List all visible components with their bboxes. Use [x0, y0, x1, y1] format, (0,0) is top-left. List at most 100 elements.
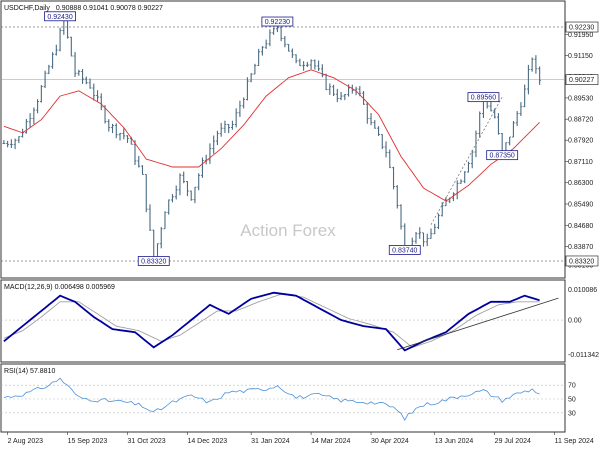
price-bar — [512, 121, 515, 138]
price-bar — [246, 77, 249, 101]
price-bar — [294, 54, 298, 64]
price-bar — [171, 194, 174, 203]
price-bar — [28, 113, 32, 128]
price-bar — [452, 192, 455, 202]
price-bar — [137, 155, 141, 168]
price-bar — [238, 100, 242, 117]
price-bar — [32, 107, 36, 125]
current-price-tag: 0.90227 — [565, 74, 599, 85]
price-bar — [43, 70, 47, 88]
price-bar — [373, 120, 377, 129]
price-tick-label: 0.86300 — [568, 180, 593, 187]
annotation-box — [44, 11, 76, 22]
price-bar — [9, 139, 13, 148]
price-bar — [182, 171, 186, 184]
x-tick-label: 31 Jan 2024 — [251, 438, 290, 445]
price-bar — [290, 48, 294, 59]
price-bar — [96, 90, 99, 102]
price-bar — [362, 90, 365, 105]
price-bar — [425, 233, 429, 247]
rsi-label: RSI(14) 57.8810 — [4, 368, 55, 375]
price-bar — [489, 101, 493, 112]
x-tick-label: 13 Jun 2024 — [435, 438, 474, 445]
price-bar — [313, 59, 317, 70]
price-bar — [399, 204, 403, 230]
price-bar — [133, 140, 137, 165]
price-bar — [54, 44, 58, 56]
bottom-price-tag-box — [565, 255, 599, 267]
price-tick-label: 0.85490 — [568, 201, 593, 208]
price-bar — [335, 88, 339, 103]
price-bar — [328, 83, 332, 95]
annotation-box — [486, 150, 519, 161]
price-bar — [253, 63, 257, 75]
price-bar — [219, 122, 223, 137]
price-bar — [242, 97, 246, 109]
price-bar — [380, 134, 384, 150]
macd-line — [3, 291, 540, 352]
price-bar — [186, 181, 189, 197]
price-bar — [392, 166, 395, 190]
macd-panel — [0, 279, 566, 363]
price-bar — [530, 57, 534, 72]
price-bar — [81, 69, 84, 84]
price-bar — [538, 66, 542, 85]
price-bar — [178, 173, 182, 196]
price-bar — [189, 190, 193, 201]
annotation-0.89560: 0.89560 — [467, 92, 500, 103]
price-bar — [249, 73, 253, 83]
bottom-price-tag-label: 0.83320 — [569, 258, 594, 265]
price-bar — [459, 179, 463, 184]
price-bar — [193, 186, 197, 204]
macd-signal-line — [3, 293, 540, 348]
x-tick-label: 30 Apr 2024 — [371, 438, 409, 445]
macd-tick-label: 0.00 — [568, 318, 582, 325]
price-bar — [234, 108, 238, 128]
price-bar — [141, 165, 144, 175]
price-bar — [437, 213, 440, 230]
price-bar — [84, 76, 88, 85]
price-bar — [395, 185, 399, 209]
annotation-label: 0.83320 — [141, 258, 166, 265]
price-bar — [88, 78, 92, 89]
price-tick-label: 0.89530 — [568, 95, 593, 102]
price-bar — [201, 157, 204, 178]
price-bar — [433, 223, 437, 235]
price-bar — [283, 36, 287, 48]
price-bar — [279, 26, 283, 42]
price-bar — [309, 59, 313, 70]
price-bar — [174, 185, 178, 200]
macd-tick-label: 0.010086 — [568, 287, 597, 294]
price-bar — [268, 29, 272, 47]
annotation-0.83320: 0.83320 — [137, 256, 170, 266]
annotation-0.92230: 0.92230 — [261, 16, 294, 27]
annotation-label: 0.83740 — [392, 247, 417, 254]
price-bar — [422, 232, 425, 247]
x-tick-label: 14 Dec 2023 — [187, 438, 227, 445]
bottom-price-tag: 0.83320 — [565, 255, 599, 267]
price-tick-label: 0.84680 — [568, 223, 593, 230]
price-bar — [77, 69, 81, 76]
price-bar — [99, 93, 103, 111]
moving-average-line — [3, 69, 540, 202]
price-bar — [92, 83, 96, 101]
price-bar — [69, 36, 73, 57]
ohlc-readout: 0.90888 0.91041 0.90078 0.90227 — [56, 5, 163, 12]
watermark: Action Forex — [240, 221, 336, 240]
symbol-label: USDCHF,Daily — [4, 5, 50, 12]
annotation-label: 0.89560 — [471, 95, 496, 102]
price-bar — [305, 61, 309, 67]
rsi-panel — [0, 363, 566, 433]
price-bar — [208, 143, 212, 164]
price-bar — [478, 111, 482, 138]
rsi-line — [3, 377, 540, 422]
price-bar — [118, 132, 122, 141]
price-tick-label: 0.83870 — [568, 244, 593, 251]
price-tick-label: 0.87920 — [568, 138, 593, 145]
price-bar — [13, 138, 17, 150]
price-bar — [260, 46, 264, 56]
price-bar — [227, 123, 231, 134]
price-bar — [231, 120, 234, 130]
price-bar — [493, 108, 497, 119]
